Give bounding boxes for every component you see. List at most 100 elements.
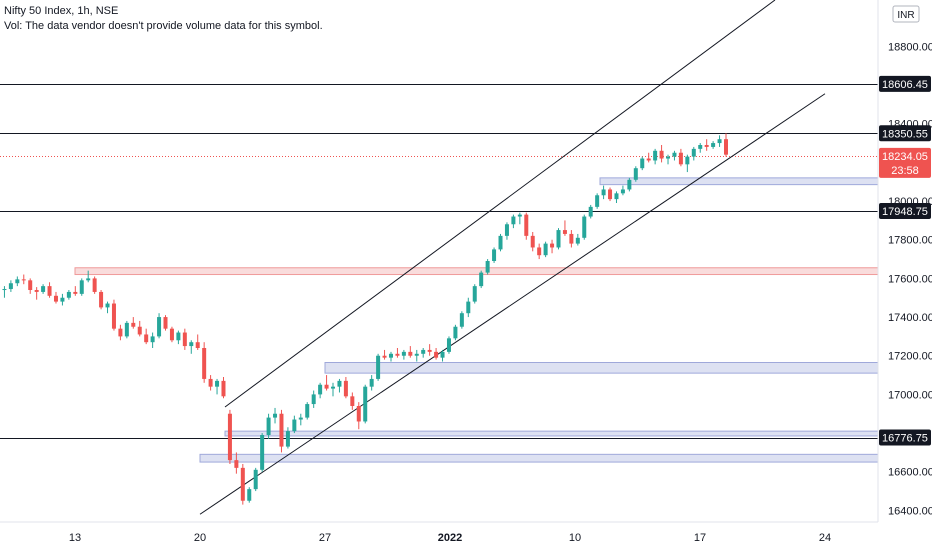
- candle[interactable]: [131, 317, 136, 329]
- candle[interactable]: [227, 409, 232, 464]
- candle[interactable]: [550, 239, 555, 254]
- candle[interactable]: [472, 284, 477, 304]
- candle[interactable]: [646, 152, 651, 163]
- candle[interactable]: [543, 241, 548, 258]
- candle[interactable]: [298, 413, 303, 426]
- demand-zone-1[interactable]: [599, 177, 879, 186]
- candle[interactable]: [21, 274, 26, 285]
- candle[interactable]: [388, 351, 393, 362]
- candle[interactable]: [640, 156, 645, 171]
- candle[interactable]: [285, 427, 290, 449]
- candle[interactable]: [86, 270, 91, 283]
- channel-lower-line[interactable]: [199, 93, 826, 515]
- candle[interactable]: [479, 270, 484, 289]
- candle[interactable]: [672, 150, 677, 161]
- candle[interactable]: [305, 402, 310, 420]
- candle[interactable]: [118, 324, 123, 341]
- candle[interactable]: [273, 407, 278, 424]
- candle[interactable]: [292, 415, 297, 434]
- candle[interactable]: [157, 313, 162, 339]
- candle[interactable]: [530, 232, 535, 252]
- candle[interactable]: [28, 278, 33, 294]
- candle[interactable]: [15, 276, 20, 287]
- candle[interactable]: [582, 214, 587, 240]
- candle[interactable]: [556, 228, 561, 250]
- candle[interactable]: [698, 143, 703, 153]
- candle[interactable]: [659, 145, 664, 163]
- candle[interactable]: [517, 212, 522, 225]
- candle[interactable]: [711, 141, 716, 149]
- candle[interactable]: [678, 148, 683, 167]
- supply-zone-0[interactable]: [74, 267, 879, 276]
- candle[interactable]: [47, 282, 52, 298]
- candle[interactable]: [717, 135, 722, 147]
- candle[interactable]: [569, 230, 574, 248]
- candle[interactable]: [666, 154, 671, 165]
- candle[interactable]: [369, 375, 374, 391]
- candle[interactable]: [363, 384, 368, 424]
- candle[interactable]: [92, 276, 97, 294]
- candle[interactable]: [466, 297, 471, 318]
- candle[interactable]: [331, 382, 336, 397]
- candle[interactable]: [150, 332, 155, 348]
- candle[interactable]: [434, 348, 439, 360]
- candle[interactable]: [633, 166, 638, 182]
- candle[interactable]: [79, 278, 84, 296]
- candle[interactable]: [504, 222, 509, 240]
- candle[interactable]: [144, 328, 149, 345]
- candle[interactable]: [8, 280, 13, 292]
- candle[interactable]: [73, 286, 78, 296]
- candle[interactable]: [182, 328, 187, 350]
- candle[interactable]: [421, 348, 426, 358]
- candle[interactable]: [34, 287, 39, 300]
- candle[interactable]: [60, 293, 65, 306]
- candle[interactable]: [208, 375, 213, 391]
- candle[interactable]: [202, 342, 207, 383]
- candle[interactable]: [588, 204, 593, 219]
- candle[interactable]: [427, 344, 432, 356]
- candle[interactable]: [653, 148, 658, 165]
- candle[interactable]: [318, 382, 323, 399]
- channel-upper-line[interactable]: [224, 0, 776, 408]
- candle[interactable]: [2, 286, 7, 298]
- candle[interactable]: [395, 348, 400, 358]
- candle[interactable]: [562, 220, 567, 236]
- candle[interactable]: [608, 187, 613, 202]
- candle[interactable]: [279, 409, 284, 453]
- candle[interactable]: [595, 193, 600, 209]
- candle[interactable]: [176, 330, 181, 345]
- candle[interactable]: [337, 378, 342, 393]
- candle[interactable]: [453, 324, 458, 341]
- candle[interactable]: [234, 452, 239, 474]
- candle[interactable]: [382, 349, 387, 360]
- candle[interactable]: [627, 177, 632, 192]
- candle[interactable]: [414, 349, 419, 362]
- candle[interactable]: [311, 390, 316, 408]
- candle[interactable]: [601, 185, 606, 200]
- candle[interactable]: [169, 326, 174, 343]
- candle[interactable]: [124, 320, 129, 339]
- candle[interactable]: [459, 311, 464, 329]
- candle[interactable]: [221, 377, 226, 399]
- candle[interactable]: [620, 185, 625, 196]
- candle[interactable]: [66, 290, 71, 300]
- candle[interactable]: [498, 233, 503, 252]
- candle[interactable]: [105, 301, 110, 314]
- demand-zone-2[interactable]: [324, 362, 879, 374]
- candle[interactable]: [343, 377, 348, 399]
- candle[interactable]: [41, 284, 46, 294]
- candle[interactable]: [492, 247, 497, 263]
- candle[interactable]: [195, 334, 200, 350]
- candle[interactable]: [266, 413, 271, 439]
- candle[interactable]: [253, 467, 258, 492]
- candle[interactable]: [376, 353, 381, 381]
- currency-badge[interactable]: INR: [892, 5, 920, 23]
- candle[interactable]: [685, 154, 690, 173]
- symbol-title[interactable]: Nifty 50 Index, 1h, NSE: [4, 5, 119, 17]
- candle[interactable]: [485, 259, 490, 275]
- candle[interactable]: [240, 464, 245, 505]
- candle[interactable]: [163, 315, 168, 331]
- candle[interactable]: [137, 320, 142, 337]
- candle[interactable]: [408, 346, 413, 358]
